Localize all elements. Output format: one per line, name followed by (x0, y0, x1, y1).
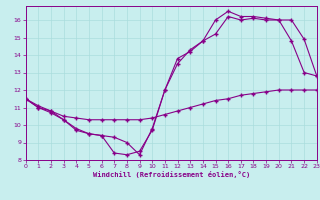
X-axis label: Windchill (Refroidissement éolien,°C): Windchill (Refroidissement éolien,°C) (92, 171, 250, 178)
